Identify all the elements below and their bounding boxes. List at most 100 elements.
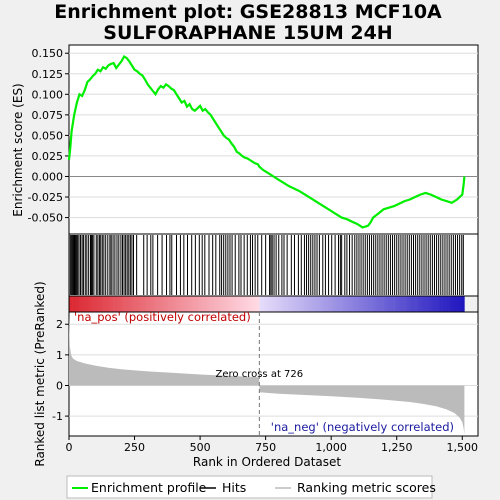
heatmap-cell xyxy=(375,296,378,312)
heatmap-cell xyxy=(152,296,155,312)
heatmap-cell xyxy=(102,296,104,312)
heatmap-cell xyxy=(319,296,321,312)
legend-box xyxy=(66,475,433,499)
heatmap-cell xyxy=(221,296,224,312)
heatmap-cell xyxy=(446,296,449,312)
heatmap-cell xyxy=(191,296,194,312)
heatmap-cell xyxy=(361,296,364,312)
heatmap-cell xyxy=(237,296,240,312)
heatmap-cell xyxy=(249,296,252,312)
metric-x-axis: 0 250 500 750 1,000 1,250 1,500 xyxy=(66,436,478,454)
heatmap-cell xyxy=(352,296,355,312)
heatmap-cell xyxy=(451,296,454,312)
heatmap-cell xyxy=(408,296,411,312)
heatmap-cell xyxy=(364,296,367,312)
heatmap-cell xyxy=(378,296,381,312)
heatmap-cell xyxy=(448,296,450,312)
heatmap-cell xyxy=(323,296,326,312)
heatmap-cell xyxy=(116,296,119,312)
heatmap-cell xyxy=(157,296,159,312)
metric-y-tick-label: 0 xyxy=(56,379,63,392)
heatmap-cell xyxy=(122,296,125,312)
heatmap-cell xyxy=(389,296,392,312)
heatmap-cell xyxy=(424,296,427,312)
neg-correlated-label: 'na_neg' (negatively correlated) xyxy=(271,420,454,434)
heatmap-cell xyxy=(402,296,405,312)
heatmap-cell xyxy=(308,296,310,312)
heatmap-cell xyxy=(84,296,87,312)
heatmap-cell xyxy=(440,296,443,312)
heatmap-cell xyxy=(355,296,358,312)
heatmap-cell xyxy=(80,296,82,312)
heatmap-cell xyxy=(413,296,416,312)
heatmap-cell xyxy=(394,296,397,312)
heatmap-cell xyxy=(254,296,257,312)
heatmap-cell xyxy=(119,296,122,312)
heatmap-cell xyxy=(360,296,362,312)
heatmap-cell xyxy=(356,296,359,312)
heatmap-cell xyxy=(238,296,241,312)
heatmap-cell xyxy=(264,296,266,312)
heatmap-cell xyxy=(186,296,189,312)
heatmap-cell xyxy=(430,296,433,312)
heatmap-cell xyxy=(212,296,215,312)
metric-y-axis-label: Ranked list metric (PreRanked) xyxy=(33,281,47,466)
heatmap-cell xyxy=(314,296,317,312)
hits-marks xyxy=(69,235,464,295)
heatmap-cell xyxy=(177,296,180,312)
es-y-tick-label: 0.075 xyxy=(32,109,64,122)
heatmap-cell xyxy=(158,296,161,312)
heatmap-cell xyxy=(437,296,439,312)
heatmap-cell xyxy=(273,296,276,312)
heatmap-cell xyxy=(369,296,372,312)
heatmap-cell xyxy=(242,296,244,312)
heatmap-cell xyxy=(260,296,263,312)
heatmap-cell xyxy=(155,296,158,312)
es-y-tick-label: 0.050 xyxy=(32,129,64,142)
heatmap-cell xyxy=(336,296,339,312)
heatmap-cell xyxy=(298,296,301,312)
heatmap-cell xyxy=(207,296,210,312)
heatmap-cell xyxy=(435,296,438,312)
es-y-axis-label: Enrichment score (ES) xyxy=(11,83,25,216)
heatmap-cell xyxy=(231,296,233,312)
heatmap-cell xyxy=(407,296,410,312)
heatmap-cell xyxy=(164,296,167,312)
heatmap-cell xyxy=(144,296,147,312)
heatmap-cell xyxy=(201,296,204,312)
heatmap-cell xyxy=(341,296,344,312)
heatmap-cell xyxy=(315,296,318,312)
heatmap-cell xyxy=(421,296,424,312)
heatmap-cell xyxy=(81,296,84,312)
heatmap-cell xyxy=(311,296,314,312)
heatmap-cell xyxy=(267,296,270,312)
heatmap-cell xyxy=(163,296,166,312)
heatmap-cell xyxy=(256,296,259,312)
heatmap-cell xyxy=(295,296,298,312)
heatmap-cell xyxy=(105,296,108,312)
heatmap-cell xyxy=(441,296,444,312)
heatmap-cell xyxy=(415,296,417,312)
es-y-tick-label: 0.150 xyxy=(32,47,64,60)
heatmap-cell xyxy=(339,296,342,312)
hits-panel-frame xyxy=(68,233,479,297)
plot-title-line2: SULFORAPHANE 15UM 24H xyxy=(103,22,392,44)
heatmap-cell xyxy=(300,296,303,312)
heatmap-cell xyxy=(235,296,238,312)
heatmap-cell xyxy=(232,296,235,312)
heatmap-cell xyxy=(371,296,373,312)
heatmap-cell xyxy=(292,296,295,312)
heatmap-cell xyxy=(106,296,109,312)
heatmap-cell xyxy=(185,296,188,312)
heatmap-cell xyxy=(443,296,446,312)
heatmap-cell xyxy=(169,296,172,312)
heatmap-cell xyxy=(432,296,435,312)
heatmap-cell xyxy=(172,296,175,312)
heatmap-cell xyxy=(345,296,348,312)
heatmap-cell xyxy=(111,296,114,312)
heatmap-cell xyxy=(337,296,340,312)
metric-y-tick-label: 2 xyxy=(56,318,63,331)
heatmap-cell xyxy=(193,296,196,312)
heatmap-cell xyxy=(171,296,174,312)
legend-label-enrichment: Enrichment profile xyxy=(91,480,207,495)
